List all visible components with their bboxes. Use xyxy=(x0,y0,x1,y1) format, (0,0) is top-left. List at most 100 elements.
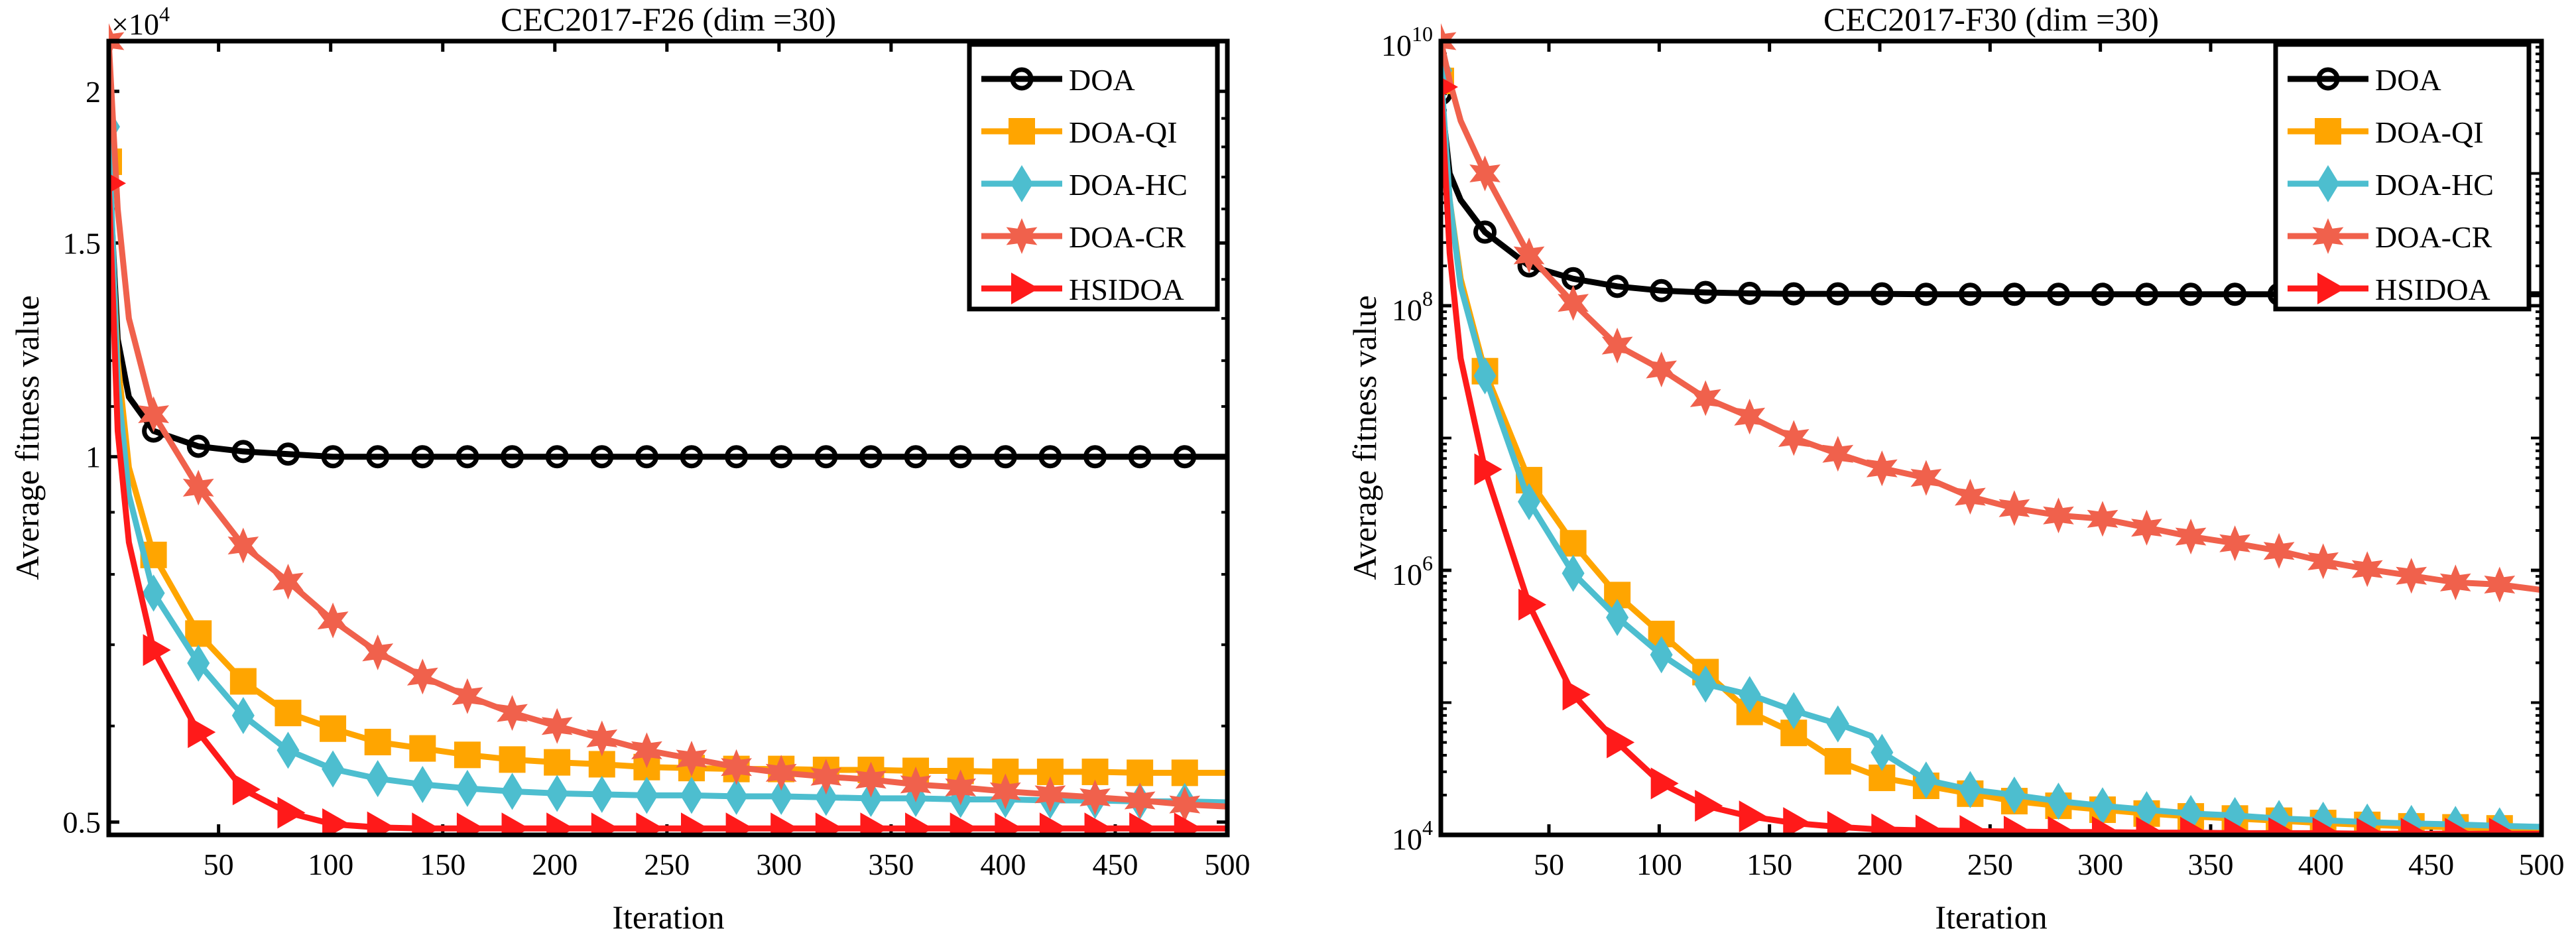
marker-square xyxy=(454,741,481,769)
x-tick-label: 50 xyxy=(204,847,234,881)
marker-star xyxy=(810,759,842,795)
marker-diamond xyxy=(1011,165,1033,202)
series-line xyxy=(109,40,1227,810)
marker-diamond xyxy=(1518,483,1541,521)
marker-star xyxy=(2043,497,2074,534)
marker-diamond xyxy=(590,775,613,813)
y-tick-label: 1 xyxy=(86,440,101,474)
marker-diamond xyxy=(1826,705,1849,743)
marker-circle xyxy=(1038,445,1062,469)
x-tick-label: 100 xyxy=(308,847,353,881)
marker-star xyxy=(1169,786,1201,823)
legend-label: DOA-CR xyxy=(2375,220,2492,254)
legend-item: DOA xyxy=(2288,63,2441,97)
marker-circle xyxy=(1173,445,1197,469)
marker-diamond xyxy=(1650,636,1673,674)
marker-diamond xyxy=(322,750,345,788)
legend-box xyxy=(967,42,1220,312)
marker-circle xyxy=(2002,282,2026,306)
legend-item: DOA-CR xyxy=(2288,218,2492,254)
marker-circle xyxy=(1605,275,1629,298)
marker-circle xyxy=(725,445,749,469)
marker-star xyxy=(2263,533,2295,569)
marker-star xyxy=(273,564,304,600)
marker-circle xyxy=(904,445,928,469)
marker-triangle xyxy=(2224,817,2252,835)
legend-box xyxy=(2273,42,2532,312)
marker-circle xyxy=(1958,282,1982,306)
legend-label: DOA-CR xyxy=(1069,220,1186,254)
legend-item: HSIDOA xyxy=(981,273,1184,306)
marker-diamond xyxy=(456,769,479,807)
marker-star xyxy=(765,755,797,791)
marker-star xyxy=(2312,218,2344,254)
marker-circle xyxy=(1826,282,1850,306)
legend-label: HSIDOA xyxy=(1069,273,1184,306)
marker-circle xyxy=(1083,445,1107,469)
marker-square xyxy=(229,668,257,695)
x-tick-label: 400 xyxy=(2298,847,2344,881)
marker-square xyxy=(1560,530,1587,557)
marker-square xyxy=(364,728,391,755)
marker-triangle xyxy=(995,812,1023,835)
marker-circle xyxy=(769,445,793,469)
legend-label: DOA-QI xyxy=(1069,115,1178,149)
chart-title: CEC2017-F26 (dim =30) xyxy=(501,1,836,38)
marker-triangle xyxy=(2357,818,2385,835)
marker-triangle xyxy=(2445,818,2473,835)
legend-item: DOA-QI xyxy=(2288,115,2484,149)
y-tick-label: 1.5 xyxy=(63,226,101,260)
marker-triangle xyxy=(2268,817,2297,835)
marker-square xyxy=(1127,759,1154,786)
marker-circle xyxy=(1128,445,1152,469)
x-tick-label: 300 xyxy=(756,847,802,881)
marker-diamond xyxy=(680,777,703,814)
marker-diamond xyxy=(859,779,883,817)
chart-f26: CEC2017-F26 (dim =30) ×104 Average fitne… xyxy=(9,1,1251,936)
marker-triangle xyxy=(1827,810,1855,835)
series-doa-cr xyxy=(109,23,1227,823)
marker-triangle xyxy=(770,812,799,835)
marker-star xyxy=(138,396,169,432)
legend-item: HSIDOA xyxy=(2288,273,2490,306)
legend-label: DOA xyxy=(1069,63,1135,97)
legend: DOA DOA-QI DOA-HC DOA-CR HSIDOA xyxy=(2273,42,2532,312)
marker-triangle xyxy=(2317,273,2345,304)
marker-star xyxy=(1778,420,1809,456)
marker-triangle xyxy=(1650,767,1679,800)
marker-star xyxy=(182,470,214,506)
marker-circle xyxy=(1010,67,1034,91)
marker-triangle xyxy=(1129,812,1158,835)
y-axis-label: Average fitness value xyxy=(1346,295,1383,580)
marker-circle xyxy=(1738,281,1762,305)
marker-circle xyxy=(1870,282,1894,306)
marker-triangle xyxy=(232,773,261,806)
marker-star xyxy=(2351,551,2383,588)
marker-star xyxy=(2087,501,2118,537)
marker-triangle xyxy=(1959,815,1988,835)
marker-star xyxy=(2175,519,2207,555)
marker-circle xyxy=(590,445,614,469)
marker-star xyxy=(631,732,662,769)
legend-label: DOA xyxy=(2375,63,2441,97)
marker-circle xyxy=(1914,282,1938,306)
marker-triangle xyxy=(591,812,619,835)
marker-triangle xyxy=(2048,816,2076,835)
marker-circle xyxy=(2316,67,2340,91)
marker-star xyxy=(317,602,349,639)
marker-triangle xyxy=(1915,814,1943,835)
marker-triangle xyxy=(815,812,843,835)
y-axis-label: Average fitness value xyxy=(9,295,46,580)
marker-circle xyxy=(231,440,255,464)
marker-star xyxy=(2396,558,2427,594)
marker-triangle xyxy=(2136,816,2164,835)
marker-star xyxy=(1646,351,1677,388)
marker-star xyxy=(1955,479,1986,515)
marker-triangle xyxy=(143,634,171,666)
marker-star xyxy=(586,720,618,757)
marker-circle xyxy=(1473,220,1497,244)
marker-circle xyxy=(501,445,524,469)
marker-diamond xyxy=(1606,599,1629,637)
marker-triangle xyxy=(322,808,351,835)
marker-star xyxy=(1866,450,1898,487)
